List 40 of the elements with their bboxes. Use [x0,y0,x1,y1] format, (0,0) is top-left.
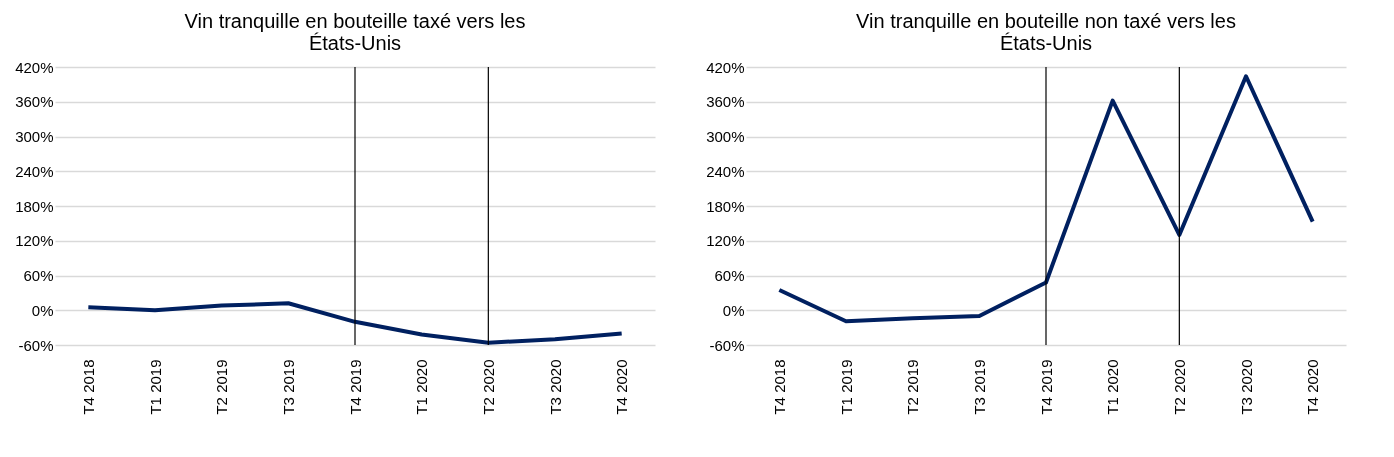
x-tick-label: T1 2020 [413,359,431,415]
x-tick-label: T2 2020 [479,359,497,415]
x-tick-label: T1 2019 [837,359,855,415]
y-tick-label: 0% [722,301,745,319]
chart-title: Vin tranquille en bouteille taxé vers les États-Unis [184,10,526,54]
y-tick-label: -60% [709,336,745,354]
y-tick-label: 120% [15,232,54,250]
x-tick-label: T2 2020 [1170,359,1188,415]
x-tick-label: T3 2020 [1237,359,1255,415]
x-tick-label: T3 2019 [279,359,297,415]
x-tick-label: T3 2020 [546,359,564,415]
x-tick-label: T3 2019 [970,359,988,415]
x-tick-label: T1 2020 [1104,359,1122,415]
x-tick-label: T4 2020 [613,359,631,415]
x-tick-label: T4 2018 [770,359,788,415]
y-tick-label: 60% [714,267,745,284]
y-tick-label: 360% [706,93,745,111]
y-tick-label: 420% [706,58,745,76]
y-tick-label: -60% [18,336,54,354]
y-tick-label: 240% [15,162,54,180]
y-tick-label: 180% [15,197,54,215]
y-tick-label: 360% [15,93,54,111]
x-tick-label: T1 2019 [146,359,164,415]
x-tick-label: T2 2019 [213,359,231,415]
x-tick-label: T4 2019 [1037,359,1055,415]
y-tick-label: 420% [15,58,54,76]
y-tick-label: 180% [706,197,745,215]
y-tick-label: 300% [706,128,745,145]
chart-title: Vin tranquille en bouteille non taxé vers les États-Unis [856,10,1236,54]
y-tick-label: 120% [706,232,745,250]
y-tick-label: 240% [706,162,745,180]
y-tick-label: 60% [23,267,54,284]
y-tick-label: 0% [31,301,54,319]
line-series [86,301,624,345]
x-tick-label: T4 2020 [1304,359,1322,415]
x-tick-label: T4 2019 [346,359,364,415]
x-tick-label: T2 2019 [904,359,922,415]
x-tick-label: T4 2018 [79,359,97,415]
line-series [777,74,1315,324]
y-tick-label: 300% [15,128,54,145]
